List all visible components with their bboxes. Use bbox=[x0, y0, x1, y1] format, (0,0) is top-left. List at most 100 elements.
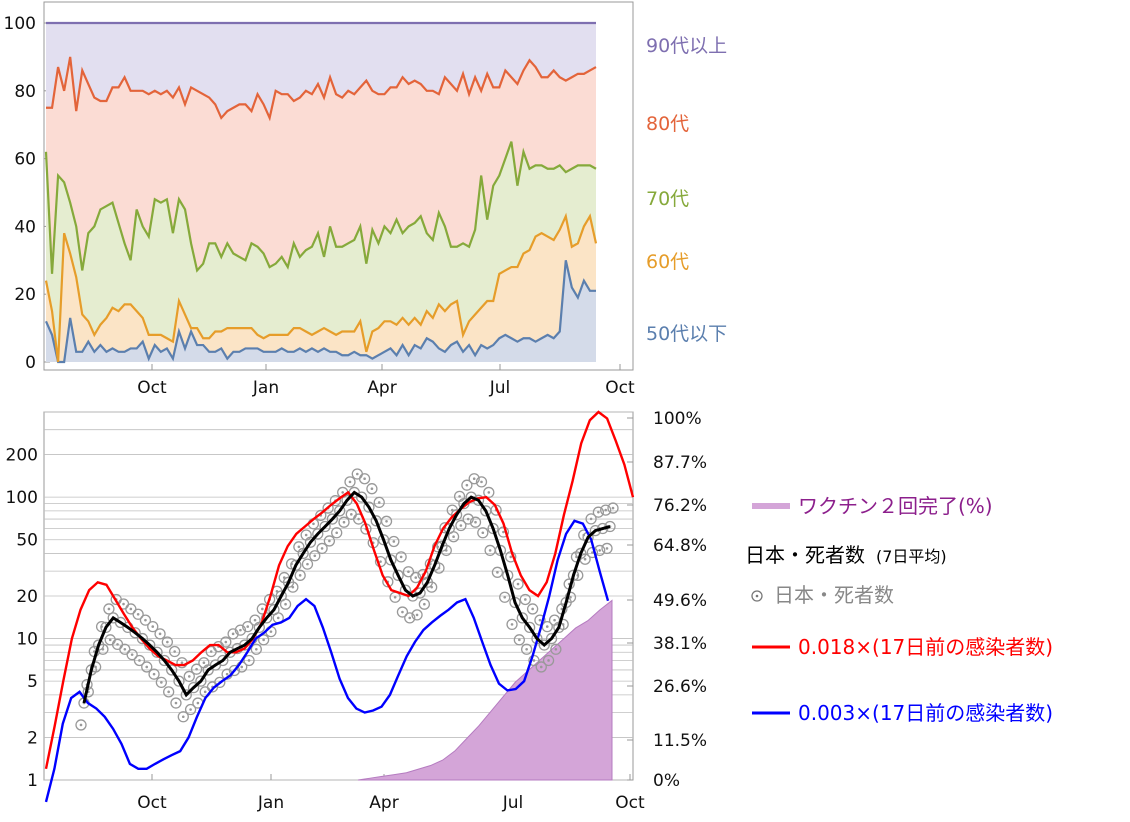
death-point bbox=[373, 496, 385, 509]
death-point bbox=[190, 663, 203, 675]
death-point-dot bbox=[130, 653, 134, 656]
legend-label-red: 0.018×(17日前の感染者数) bbox=[798, 635, 1053, 659]
death-point bbox=[355, 491, 368, 503]
y-tick-label: 50 bbox=[16, 531, 38, 551]
death-point-dot bbox=[284, 602, 287, 606]
death-point-dot bbox=[597, 510, 600, 514]
death-point-dot bbox=[306, 562, 309, 566]
death-point bbox=[260, 612, 273, 624]
death-point-dot bbox=[598, 549, 601, 552]
death-point bbox=[220, 636, 232, 648]
death-point-dot bbox=[525, 647, 528, 651]
series-label: 50代以下 bbox=[646, 323, 727, 345]
death-point bbox=[447, 531, 460, 543]
y-tick-label: 0 bbox=[25, 353, 36, 373]
death-point-dot bbox=[246, 625, 250, 628]
death-point-dot bbox=[174, 701, 178, 705]
death-point-dot bbox=[247, 659, 251, 662]
death-point bbox=[155, 676, 168, 689]
death-point bbox=[177, 711, 189, 723]
death-point-dot bbox=[363, 477, 366, 481]
death-point-dot bbox=[187, 675, 191, 678]
death-point-dot bbox=[328, 539, 331, 543]
series-line bbox=[44, 260, 596, 364]
death-point bbox=[147, 620, 159, 633]
death-point-dot bbox=[583, 557, 587, 561]
death-point-dot bbox=[407, 570, 410, 574]
death-point bbox=[234, 624, 247, 636]
death-point-dot bbox=[553, 618, 556, 622]
y-tick-label: 40 bbox=[14, 217, 36, 237]
death-point-dot bbox=[276, 616, 280, 620]
death-point bbox=[512, 578, 524, 590]
legend-label-deaths: 日本・死者数 bbox=[774, 583, 894, 607]
death-point bbox=[557, 618, 569, 631]
death-point bbox=[279, 598, 292, 610]
y-tick-label: 1 bbox=[27, 771, 38, 791]
x-tick-label: Apr bbox=[367, 378, 396, 398]
death-point-dot bbox=[189, 708, 192, 711]
y2-tick-label: 11.5% bbox=[653, 731, 707, 751]
series-label: 60代 bbox=[646, 251, 689, 273]
y2-tick-label: 100% bbox=[653, 409, 702, 429]
death-point-dot bbox=[415, 613, 419, 617]
death-point bbox=[585, 513, 597, 525]
series-line bbox=[44, 519, 610, 803]
death-point-dot bbox=[480, 480, 483, 484]
death-point bbox=[304, 536, 317, 548]
series-line bbox=[44, 212, 598, 363]
death-point bbox=[170, 697, 182, 709]
death-point bbox=[338, 516, 350, 528]
death-point-dot bbox=[341, 491, 344, 494]
death-point bbox=[103, 603, 115, 615]
chart-composition: 0 20 40 60 80 100 Oct Jan Apr Jul Oct 90代以上 80代 70代 60… bbox=[4, 1, 727, 398]
death-point-dot bbox=[239, 628, 242, 632]
death-point bbox=[538, 639, 550, 651]
death-point-dot bbox=[611, 506, 615, 510]
death-point-dot bbox=[539, 665, 543, 669]
death-point-dot bbox=[509, 555, 513, 559]
y2-tick-label: 49.6% bbox=[653, 591, 707, 611]
y-tick-label: 100 bbox=[4, 14, 36, 34]
death-point-dot bbox=[255, 647, 258, 651]
death-point bbox=[363, 501, 375, 513]
death-point bbox=[323, 535, 336, 547]
death-point bbox=[526, 603, 539, 615]
series-line bbox=[46, 56, 597, 122]
series-line bbox=[44, 141, 597, 274]
death-point bbox=[411, 609, 423, 621]
death-point bbox=[141, 661, 153, 673]
death-point bbox=[542, 654, 555, 667]
legend-label-deaths-avg: 日本・死者数 bbox=[745, 543, 865, 567]
death-point-dot bbox=[531, 607, 534, 611]
y-tick-label: 80 bbox=[14, 82, 36, 102]
x-tick-label: Oct bbox=[137, 793, 167, 813]
death-point bbox=[133, 654, 146, 667]
death-point-dot bbox=[335, 531, 338, 535]
y-tick-label: 5 bbox=[27, 672, 38, 692]
death-point bbox=[294, 569, 306, 581]
death-point-dot bbox=[313, 554, 317, 558]
death-point bbox=[506, 618, 518, 631]
death-point bbox=[243, 654, 255, 667]
death-point-dot bbox=[496, 571, 499, 574]
death-point bbox=[297, 547, 309, 560]
y2-tick-label: 26.6% bbox=[653, 677, 707, 697]
death-point-dot bbox=[524, 598, 527, 601]
death-point-dot bbox=[138, 659, 141, 662]
legend-note-deaths-avg: (7日平均) bbox=[876, 547, 947, 566]
death-point-dot bbox=[399, 555, 403, 559]
x-tick-label: Jan bbox=[257, 793, 284, 813]
death-point-dot bbox=[569, 595, 572, 599]
death-point-dot bbox=[488, 549, 492, 552]
legend-label-vaccine: ワクチン２回完了(%) bbox=[798, 494, 993, 518]
death-point-dot bbox=[173, 650, 176, 653]
death-point bbox=[163, 686, 175, 698]
death-point-dot bbox=[348, 480, 352, 484]
death-point-dot bbox=[166, 640, 169, 644]
legend-marker-dot bbox=[755, 594, 759, 598]
death-point bbox=[119, 643, 131, 655]
series-line bbox=[82, 490, 611, 704]
death-point bbox=[309, 550, 321, 562]
death-point-dot bbox=[291, 585, 295, 589]
